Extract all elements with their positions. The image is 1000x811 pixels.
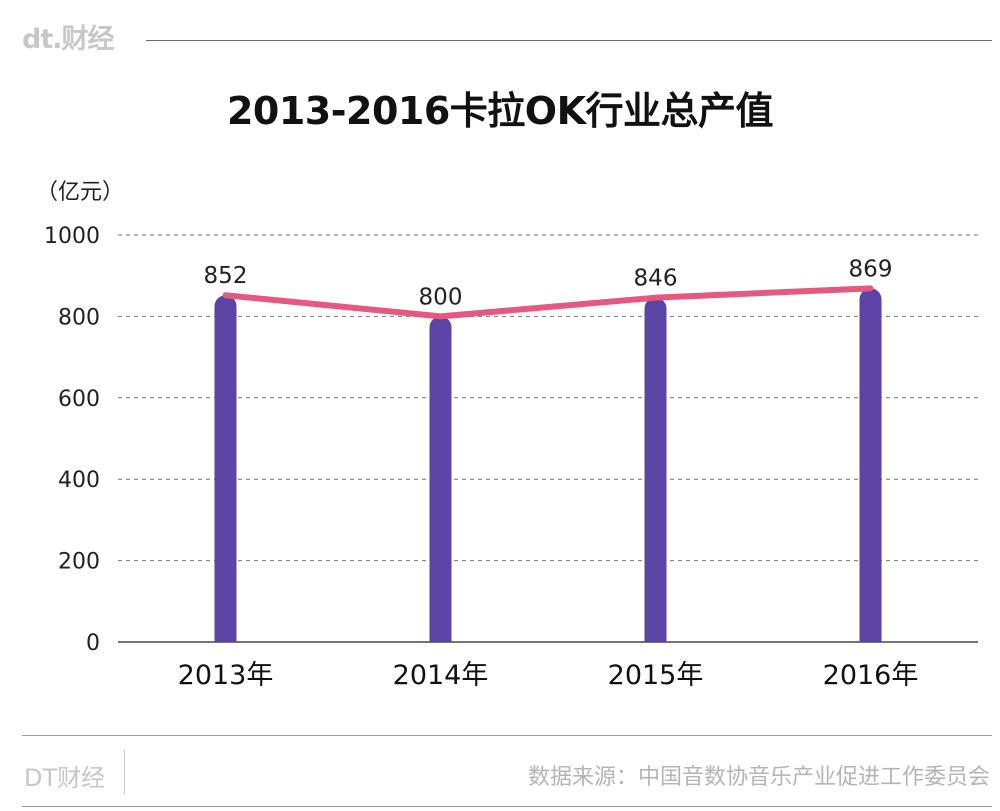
bar-2013年: [214, 295, 237, 642]
y-tick-label-400: 400: [58, 468, 100, 493]
data-source-note: 数据来源：中国音数协音乐产业促进工作委员会: [527, 765, 990, 790]
y-tick-label-200: 200: [58, 550, 100, 575]
trend-line: [222, 285, 874, 320]
grid-lines: [118, 234, 978, 643]
y-tick-label-0: 0: [86, 631, 100, 656]
bar-2015年: [644, 297, 667, 642]
footer-separator: [124, 750, 125, 794]
labels: 0 200 400 600 800 1000 852 800 846 869 2013年 2014年 2…: [44, 224, 918, 691]
y-tick-label-600: 600: [58, 387, 100, 412]
bar-base-2014年: [429, 630, 452, 642]
data-label-2015年: 846: [634, 266, 678, 292]
bar-2016年: [859, 288, 882, 642]
trend-line-path: [222, 285, 874, 320]
bar-base-2013年: [214, 630, 237, 642]
footer-divider-bottom: [22, 806, 992, 807]
header-divider: [146, 40, 992, 41]
bar-base-2015年: [644, 630, 667, 642]
y-tick-label-800: 800: [58, 305, 100, 330]
footer-brand: DT财经: [24, 764, 106, 792]
data-label-2014年: 800: [419, 284, 463, 310]
data-label-2013年: 852: [204, 263, 248, 289]
bars: [214, 288, 882, 642]
y-axis-unit-label: （亿元）: [36, 180, 125, 205]
bar-2014年: [429, 316, 452, 642]
x-tick-label-2013年: 2013年: [178, 660, 274, 691]
brand-logo: dt.财经: [22, 24, 114, 55]
data-label-2016年: 869: [849, 256, 893, 282]
y-tick-label-1000: 1000: [44, 224, 100, 249]
bar-base-2016年: [859, 630, 882, 642]
chart-title: 2013-2016卡拉OK行业总产值: [226, 89, 774, 133]
x-tick-label-2016年: 2016年: [823, 660, 919, 691]
x-tick-label-2014年: 2014年: [393, 660, 489, 691]
header-bar: dt.财经: [0, 0, 1000, 80]
footer-divider-top: [22, 735, 992, 736]
x-tick-label-2015年: 2015年: [608, 660, 704, 691]
